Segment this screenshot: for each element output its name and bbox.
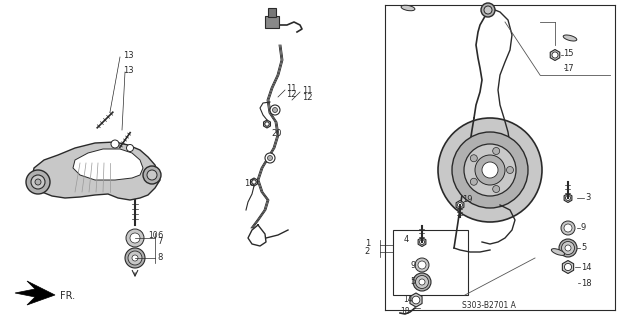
Circle shape <box>493 148 500 155</box>
Polygon shape <box>410 293 422 307</box>
Text: 7: 7 <box>157 236 162 245</box>
Circle shape <box>565 245 571 251</box>
Circle shape <box>464 144 516 196</box>
Text: 5: 5 <box>581 244 587 252</box>
Text: 20: 20 <box>271 129 281 138</box>
Circle shape <box>132 255 138 261</box>
Circle shape <box>26 170 50 194</box>
Text: 2: 2 <box>365 246 370 255</box>
Text: 19: 19 <box>462 196 472 204</box>
Bar <box>265 16 279 28</box>
Text: 1: 1 <box>365 238 370 247</box>
Circle shape <box>252 180 256 184</box>
Text: 3: 3 <box>585 194 590 203</box>
Text: 16: 16 <box>244 179 255 188</box>
Circle shape <box>111 140 119 148</box>
Circle shape <box>564 224 572 232</box>
Circle shape <box>564 263 572 271</box>
Circle shape <box>265 122 269 126</box>
Circle shape <box>31 175 45 189</box>
Text: 13: 13 <box>123 66 134 75</box>
Circle shape <box>265 153 275 163</box>
Circle shape <box>418 261 426 269</box>
Circle shape <box>419 279 425 285</box>
Text: 17: 17 <box>563 63 574 73</box>
Ellipse shape <box>551 249 565 255</box>
Circle shape <box>471 155 477 162</box>
Circle shape <box>130 233 140 243</box>
Text: 10: 10 <box>148 230 157 239</box>
Polygon shape <box>456 201 464 210</box>
Circle shape <box>507 166 513 173</box>
Circle shape <box>484 6 492 14</box>
Circle shape <box>420 240 425 244</box>
Ellipse shape <box>563 35 577 41</box>
Circle shape <box>35 179 41 185</box>
Circle shape <box>552 52 558 58</box>
Circle shape <box>415 276 428 289</box>
Circle shape <box>126 229 144 247</box>
Circle shape <box>561 221 575 235</box>
Circle shape <box>267 156 273 161</box>
Text: 14: 14 <box>581 262 591 271</box>
Text: 4: 4 <box>404 236 409 244</box>
Text: 15: 15 <box>563 49 574 58</box>
Circle shape <box>481 3 495 17</box>
Polygon shape <box>32 142 160 200</box>
Text: 18: 18 <box>401 308 410 316</box>
Text: 6: 6 <box>157 230 162 239</box>
Text: 14: 14 <box>404 295 413 305</box>
Text: 11: 11 <box>302 85 312 94</box>
Text: 5: 5 <box>410 277 416 286</box>
Polygon shape <box>418 237 426 246</box>
Text: 9: 9 <box>581 223 587 233</box>
Polygon shape <box>564 194 572 203</box>
Text: 12: 12 <box>302 92 312 101</box>
Circle shape <box>482 162 498 178</box>
Circle shape <box>438 118 542 222</box>
Circle shape <box>471 178 477 185</box>
Polygon shape <box>264 120 270 128</box>
Circle shape <box>565 196 570 200</box>
Bar <box>268 8 276 17</box>
Text: FR.: FR. <box>60 291 75 301</box>
Circle shape <box>412 296 420 304</box>
Text: S303-B2701 A: S303-B2701 A <box>462 300 516 309</box>
Ellipse shape <box>401 5 415 11</box>
Circle shape <box>415 258 429 272</box>
Circle shape <box>475 155 505 185</box>
Text: 18: 18 <box>581 278 591 287</box>
Circle shape <box>265 122 269 126</box>
Polygon shape <box>73 149 143 180</box>
Circle shape <box>493 186 500 193</box>
Circle shape <box>452 132 528 208</box>
Polygon shape <box>250 178 257 186</box>
Circle shape <box>126 145 133 151</box>
Circle shape <box>273 108 278 113</box>
Text: 8: 8 <box>157 253 162 262</box>
Bar <box>393 230 468 295</box>
Text: 9: 9 <box>410 260 416 269</box>
Text: 12: 12 <box>286 90 296 99</box>
Circle shape <box>128 251 142 265</box>
Circle shape <box>562 242 575 254</box>
Circle shape <box>147 170 157 180</box>
Circle shape <box>559 239 577 257</box>
Circle shape <box>125 248 145 268</box>
Text: 11: 11 <box>286 84 296 92</box>
Text: 13: 13 <box>123 51 134 60</box>
Circle shape <box>252 180 256 184</box>
Polygon shape <box>550 50 560 60</box>
Polygon shape <box>562 260 574 274</box>
Circle shape <box>143 166 161 184</box>
Circle shape <box>270 105 280 115</box>
Circle shape <box>458 203 463 207</box>
Polygon shape <box>15 281 55 305</box>
Circle shape <box>413 273 431 291</box>
